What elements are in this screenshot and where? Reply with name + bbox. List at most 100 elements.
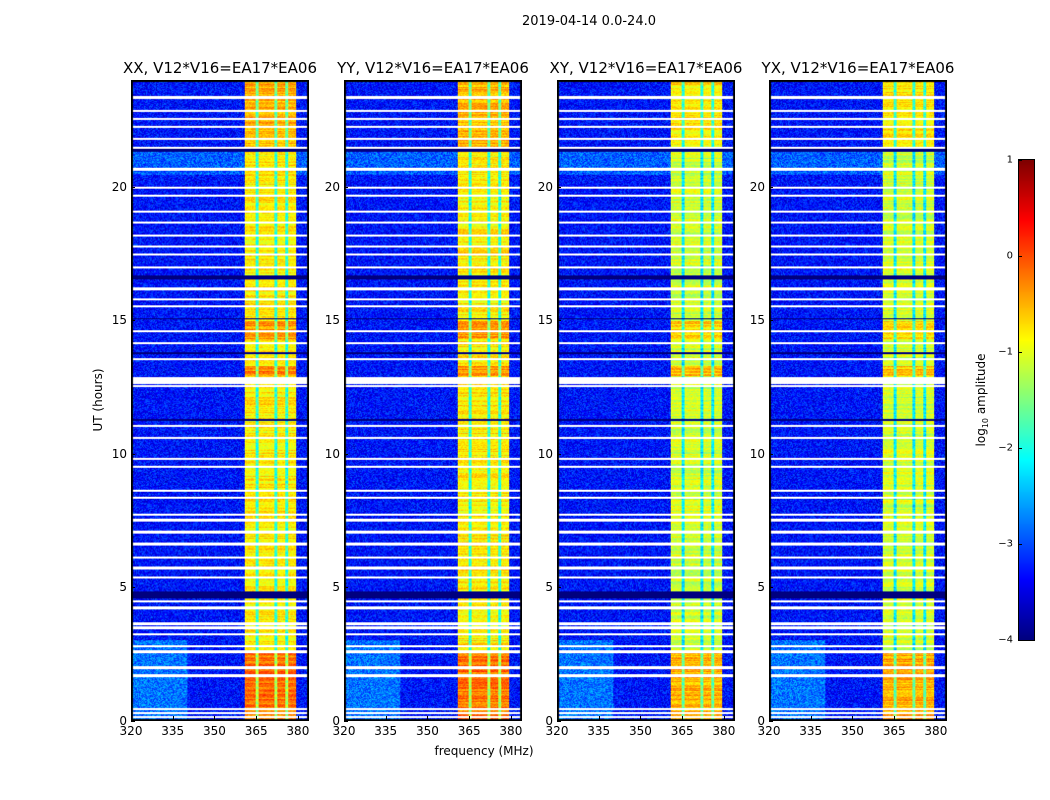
y-axis-label: UT (hours) — [91, 368, 105, 432]
y-tick-label: 20 — [111, 179, 127, 194]
y-tick-label: 0 — [757, 714, 765, 728]
spectrogram-panel-4 — [769, 80, 947, 721]
y-tick-label: 0 — [545, 714, 553, 728]
y-tick-mark — [557, 453, 561, 455]
x-tick-mark — [894, 716, 896, 720]
y-tick-label: 5 — [757, 580, 765, 595]
x-tick-label: 365 — [670, 724, 694, 738]
colorbar-tick-mark — [1018, 640, 1022, 641]
x-tick-mark — [598, 716, 600, 720]
x-tick-mark — [469, 716, 471, 720]
panel-title: YX, V12*V16=EA17*EA06 — [761, 59, 955, 77]
y-tick-mark — [344, 587, 348, 589]
colorbar-tick-mark — [1018, 256, 1022, 257]
x-tick-mark — [297, 716, 299, 720]
y-tick-label: 15 — [111, 313, 127, 328]
colorbar-tick-mark — [1018, 544, 1022, 545]
y-tick-mark — [131, 453, 135, 455]
y-tick-mark — [131, 587, 135, 589]
y-tick-label: 10 — [111, 446, 127, 461]
x-tick-label: 350 — [415, 724, 439, 738]
x-tick-label: 380 — [924, 724, 948, 738]
colorbar-label: log10 amplitude — [973, 353, 991, 447]
y-tick-label: 0 — [119, 714, 127, 728]
x-tick-label: 365 — [882, 724, 906, 738]
y-tick-mark — [557, 186, 561, 188]
x-tick-label: 320 — [119, 724, 143, 738]
x-tick-mark — [769, 716, 770, 720]
colorbar-tick-label: −1 — [998, 346, 1013, 358]
x-tick-label: 350 — [202, 724, 226, 738]
x-tick-mark — [640, 716, 642, 720]
y-tick-label: 20 — [749, 179, 765, 194]
x-tick-label: 335 — [161, 724, 185, 738]
colorbar-tick-mark — [1018, 448, 1022, 449]
colorbar-tick-label: 1 — [1006, 154, 1013, 166]
x-tick-mark — [427, 716, 429, 720]
x-tick-mark — [682, 716, 684, 720]
x-tick-label: 335 — [374, 724, 398, 738]
colorbar-tick-label: −4 — [998, 634, 1013, 646]
x-tick-mark — [131, 716, 132, 720]
y-tick-mark — [769, 453, 773, 455]
x-tick-label: 335 — [799, 724, 823, 738]
y-tick-mark — [344, 320, 348, 322]
spectrogram-panel-1 — [131, 80, 309, 721]
x-tick-label: 320 — [545, 724, 569, 738]
x-tick-mark — [935, 716, 937, 720]
colorbar-tick-label: −2 — [998, 442, 1013, 454]
x-tick-mark — [172, 716, 174, 720]
x-tick-mark — [723, 716, 725, 720]
y-tick-label: 10 — [749, 446, 765, 461]
x-tick-mark — [385, 716, 387, 720]
x-tick-label: 380 — [712, 724, 736, 738]
y-tick-mark — [131, 320, 135, 322]
y-tick-label: 20 — [324, 179, 340, 194]
y-tick-label: 5 — [545, 580, 553, 595]
spectrogram-panel-2 — [344, 80, 522, 721]
y-tick-label: 0 — [332, 714, 340, 728]
y-tick-mark — [769, 320, 773, 322]
y-tick-mark — [131, 186, 135, 188]
x-tick-mark — [557, 716, 558, 720]
y-tick-mark — [557, 587, 561, 589]
x-tick-mark — [510, 716, 512, 720]
colorbar-tick-label: 0 — [1006, 250, 1013, 262]
y-tick-label: 20 — [537, 179, 553, 194]
y-tick-label: 10 — [537, 446, 553, 461]
y-tick-label: 15 — [749, 313, 765, 328]
y-tick-label: 15 — [537, 313, 553, 328]
x-tick-mark — [852, 716, 854, 720]
y-tick-label: 5 — [119, 580, 127, 595]
y-tick-mark — [344, 721, 348, 722]
x-tick-label: 365 — [244, 724, 268, 738]
x-tick-label: 320 — [332, 724, 356, 738]
x-tick-mark — [256, 716, 258, 720]
spectrogram-panel-3 — [557, 80, 735, 721]
x-tick-label: 350 — [840, 724, 864, 738]
figure-title: 2019-04-14 0.0-24.0 — [522, 14, 656, 29]
y-tick-mark — [769, 186, 773, 188]
colorbar — [1018, 159, 1035, 641]
panel-title: YY, V12*V16=EA17*EA06 — [337, 59, 529, 77]
y-tick-mark — [769, 587, 773, 589]
panel-title: XY, V12*V16=EA17*EA06 — [549, 59, 743, 77]
y-tick-mark — [344, 186, 348, 188]
y-tick-mark — [557, 721, 561, 722]
colorbar-tick-mark — [1018, 352, 1022, 353]
y-tick-label: 15 — [324, 313, 340, 328]
panel-title: XX, V12*V16=EA17*EA06 — [122, 59, 318, 77]
x-tick-label: 380 — [499, 724, 523, 738]
x-tick-mark — [214, 716, 216, 720]
x-tick-label: 365 — [457, 724, 481, 738]
y-tick-mark — [557, 320, 561, 322]
x-tick-label: 380 — [286, 724, 310, 738]
y-tick-mark — [769, 721, 773, 722]
y-tick-mark — [131, 721, 135, 722]
y-tick-mark — [344, 453, 348, 455]
y-tick-label: 5 — [332, 580, 340, 595]
x-axis-label: frequency (MHz) — [434, 744, 534, 758]
x-tick-label: 335 — [587, 724, 611, 738]
colorbar-tick-mark — [1018, 160, 1022, 161]
